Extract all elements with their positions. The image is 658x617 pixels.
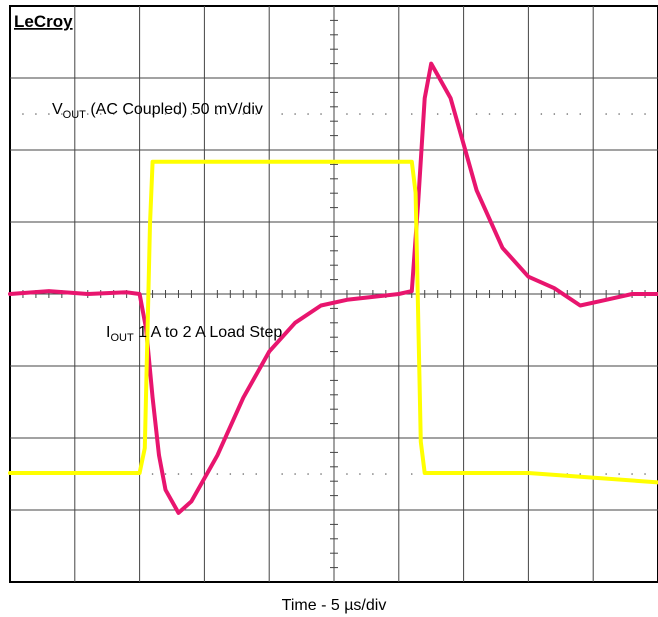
grid-dot: [112, 113, 115, 115]
grid-dot: [475, 113, 478, 115]
grid-dot: [579, 113, 582, 115]
grid-dot: [164, 473, 167, 475]
brand-logo: LeCroy: [14, 12, 73, 31]
grid-dot: [125, 113, 128, 115]
grid-dot: [61, 113, 63, 115]
grid-dot: [177, 113, 180, 115]
grid-dot: [177, 473, 180, 475]
grid-dot: [488, 113, 491, 115]
grid-dot: [216, 113, 219, 115]
grid-dot: [631, 473, 633, 475]
traces: [8, 61, 658, 515]
grid-dot: [242, 113, 245, 115]
grid-dot: [307, 473, 309, 475]
grid-dot: [294, 113, 296, 115]
grid-dot: [449, 113, 452, 115]
grid-dot: [644, 113, 646, 115]
grid-dot: [164, 113, 167, 115]
grid-dot: [618, 473, 620, 475]
grid-dot: [320, 473, 322, 475]
grid-dot: [35, 113, 37, 115]
vout-label-rest: (AC Coupled) 50 mV/div: [86, 101, 263, 118]
grid-dot: [359, 473, 361, 475]
grid-dot: [229, 473, 232, 475]
grid-dot: [48, 113, 50, 115]
grid-dot: [618, 113, 620, 115]
grid-dot: [553, 113, 556, 115]
grid-dot: [216, 473, 219, 475]
grid-dot: [410, 473, 413, 475]
iout-label: IOUT 1 A to 2 A Load Step: [106, 324, 282, 344]
grid-dot: [372, 473, 374, 475]
grid-dot: [605, 113, 607, 115]
grid-dot: [22, 113, 24, 115]
iout-label-rest: 1 A to 2 A Load Step: [134, 324, 283, 341]
grid-dot: [307, 113, 309, 115]
grid-dot: [281, 473, 283, 475]
grid-dot: [151, 473, 154, 475]
vout-label-sub: OUT: [63, 109, 87, 121]
iout-trace: [8, 159, 658, 485]
grid-dot: [346, 113, 348, 115]
grid-dot: [151, 113, 154, 115]
x-axis-label: Time - 5 µs/div: [282, 597, 387, 614]
grid-dot: [255, 113, 258, 115]
grid-dot: [579, 473, 582, 475]
grid-dot: [631, 113, 633, 115]
grid-dot: [501, 113, 504, 115]
grid-dot: [294, 473, 296, 475]
grid-dot: [540, 113, 543, 115]
vout-label-main: V: [52, 101, 63, 118]
grid-dot: [320, 113, 322, 115]
grid-dot: [86, 113, 89, 115]
grid-dot: [605, 473, 607, 475]
grid-dot: [190, 113, 193, 115]
grid-dot: [436, 113, 439, 115]
grid: [10, 6, 658, 582]
grid-dot: [255, 473, 258, 475]
grid-dot: [514, 113, 517, 115]
grid-dot: [644, 473, 646, 475]
grid-dot: [346, 473, 348, 475]
iout-label-main: I: [106, 324, 110, 341]
grid-dot: [229, 113, 232, 115]
grid-dot: [372, 113, 374, 115]
grid-dot: [359, 113, 361, 115]
grid-dot: [99, 113, 102, 115]
grid-dot: [410, 113, 413, 115]
grid-dot: [385, 473, 387, 475]
vout-label: VOUT (AC Coupled) 50 mV/div: [52, 101, 263, 121]
grid-dot: [385, 113, 387, 115]
grid-dot: [190, 473, 193, 475]
iout-label-sub: OUT: [110, 332, 134, 344]
grid-dot: [242, 473, 245, 475]
grid-dot: [281, 113, 283, 115]
vout-trace: [8, 61, 658, 515]
grid-dot: [566, 113, 569, 115]
